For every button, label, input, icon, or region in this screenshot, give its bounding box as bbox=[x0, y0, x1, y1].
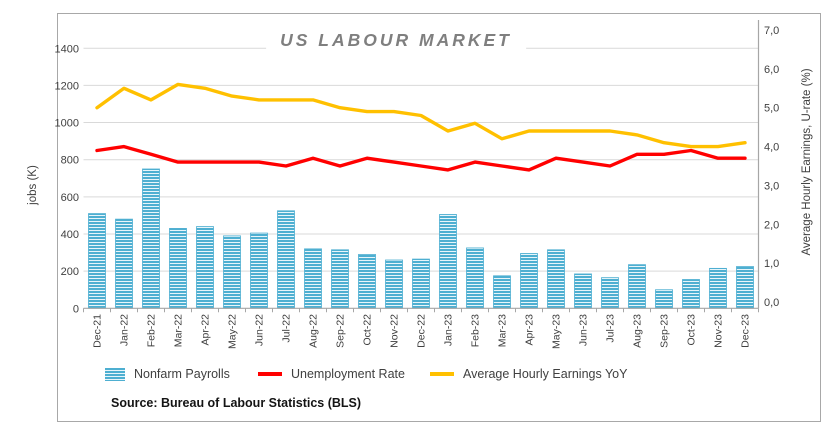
payroll-bar bbox=[466, 247, 484, 309]
nonfarm-payrolls-bars bbox=[88, 168, 754, 309]
payroll-bar bbox=[655, 289, 673, 309]
payroll-bar bbox=[196, 226, 214, 309]
x-axis-month-label: Apr-22 bbox=[200, 314, 212, 346]
payroll-bar bbox=[547, 249, 565, 309]
right-axis-tick: 1,0 bbox=[764, 258, 779, 270]
x-axis-month-label: Jul-23 bbox=[605, 314, 617, 343]
left-axis-tick: 1200 bbox=[55, 80, 79, 92]
payroll-bar bbox=[601, 277, 619, 309]
payroll-bar bbox=[169, 228, 187, 309]
unemployment-line bbox=[95, 144, 747, 172]
x-axis bbox=[83, 20, 760, 313]
left-axis-title: jobs (K) bbox=[27, 165, 39, 206]
payroll-bar bbox=[412, 258, 430, 309]
x-axis-month-label: Aug-23 bbox=[632, 314, 644, 348]
left-axis-tick: 1400 bbox=[55, 43, 79, 55]
payroll-bar bbox=[304, 248, 322, 309]
payroll-bar bbox=[385, 259, 403, 309]
x-axis-month-label: Sep-22 bbox=[335, 314, 347, 348]
left-axis-tick: 600 bbox=[61, 192, 79, 204]
x-axis-month-label: Nov-22 bbox=[389, 314, 401, 348]
chart-frame bbox=[57, 13, 821, 422]
x-axis-month-label: May-23 bbox=[551, 314, 563, 349]
x-axis-month-label: Jun-22 bbox=[254, 314, 266, 346]
right-axis-tick: 3,0 bbox=[764, 180, 779, 192]
payroll-bar bbox=[520, 253, 538, 309]
payroll-bar bbox=[736, 266, 754, 309]
x-axis-month-label: Jul-22 bbox=[281, 314, 293, 343]
legend-item-average-hourly-earnings: Average Hourly Earnings YoY bbox=[430, 367, 627, 381]
right-axis-title: Average Hourly Earnings, U-rate (%) bbox=[801, 68, 813, 255]
payroll-bar bbox=[223, 235, 241, 309]
average-hourly-earnings-swatch-icon bbox=[430, 372, 454, 376]
right-axis-tick: 7,0 bbox=[764, 25, 779, 37]
right-axis-tick: 0,0 bbox=[764, 297, 779, 309]
payroll-bar bbox=[439, 214, 457, 309]
x-axis-month-label: Feb-23 bbox=[470, 314, 482, 347]
unemployment-rate-swatch-icon bbox=[258, 372, 282, 376]
payroll-bar bbox=[358, 254, 376, 309]
source-note: Source: Bureau of Labour Statistics (BLS… bbox=[111, 396, 362, 410]
legend-item-unemployment-rate: Unemployment Rate bbox=[258, 367, 405, 381]
left-axis-tick: 1000 bbox=[55, 118, 79, 130]
right-axis-tick: 4,0 bbox=[764, 142, 779, 154]
x-axis-month-label: May-22 bbox=[227, 314, 239, 349]
x-axis-month-label: Apr-23 bbox=[524, 314, 536, 346]
right-axis-tick: 6,0 bbox=[764, 64, 779, 76]
payroll-bar bbox=[277, 210, 295, 309]
chart-title: US LABOUR MARKET bbox=[266, 28, 526, 57]
payroll-bar bbox=[628, 264, 646, 309]
payroll-bar bbox=[709, 267, 727, 309]
left-axis-tick: 0 bbox=[73, 303, 79, 315]
legend-label: Unemployment Rate bbox=[291, 367, 405, 381]
legend-label: Average Hourly Earnings YoY bbox=[463, 367, 628, 381]
payroll-bar bbox=[250, 232, 268, 309]
left-axis-tick: 800 bbox=[61, 155, 79, 167]
payroll-bar bbox=[493, 275, 511, 309]
payroll-bar bbox=[88, 213, 106, 309]
right-axis-tick: 5,0 bbox=[764, 103, 779, 115]
legend-label: Nonfarm Payrolls bbox=[134, 367, 230, 381]
payroll-bar bbox=[142, 168, 160, 309]
payroll-bar bbox=[331, 249, 349, 309]
earnings-line bbox=[95, 82, 747, 149]
x-axis-month-label: Mar-22 bbox=[173, 314, 185, 347]
x-axis-month-label: Jun-23 bbox=[578, 314, 590, 346]
payroll-bar bbox=[115, 218, 133, 309]
left-axis-tick: 200 bbox=[61, 266, 79, 278]
x-axis-month-label: Aug-22 bbox=[308, 314, 320, 348]
x-axis-month-label: Oct-22 bbox=[362, 314, 374, 346]
x-axis-month-label: Nov-23 bbox=[713, 314, 725, 348]
left-axis-tick: 400 bbox=[61, 229, 79, 241]
x-axis-month-label: Jan-23 bbox=[443, 314, 455, 346]
x-axis-month-label: Dec-23 bbox=[740, 314, 752, 348]
x-axis-month-label: Dec-21 bbox=[92, 314, 104, 348]
payroll-bar bbox=[682, 279, 700, 309]
right-axis-tick: 2,0 bbox=[764, 219, 779, 231]
payroll-bar bbox=[574, 273, 592, 309]
x-axis-month-label: Mar-23 bbox=[497, 314, 509, 347]
x-axis-month-label: Jan-22 bbox=[119, 314, 131, 346]
x-axis-month-label: Dec-22 bbox=[416, 314, 428, 348]
x-axis-month-label: Feb-22 bbox=[146, 314, 158, 347]
nonfarm-payrolls-swatch-icon bbox=[105, 367, 125, 381]
legend-item-nonfarm-payrolls: Nonfarm Payrolls bbox=[105, 367, 230, 381]
x-axis-month-label: Sep-23 bbox=[659, 314, 671, 348]
x-axis-month-label: Oct-23 bbox=[686, 314, 698, 346]
